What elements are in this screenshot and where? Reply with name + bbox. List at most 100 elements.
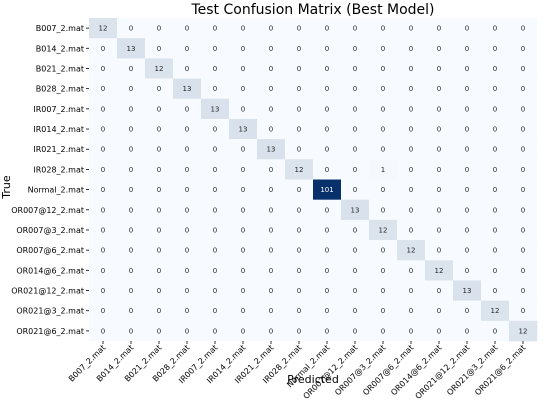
heatmap-cell <box>201 320 230 342</box>
cell-value-label: 0 <box>269 166 273 174</box>
heatmap-cell <box>397 98 426 120</box>
cell-value-label: 0 <box>465 186 469 194</box>
cell-value-label: 0 <box>185 267 189 275</box>
heatmap-cell <box>229 38 258 59</box>
cell-value-label: 0 <box>465 226 469 234</box>
cell-value-label: 0 <box>437 287 441 295</box>
heatmap-cell <box>453 139 482 160</box>
heatmap-cell <box>201 118 230 140</box>
cell-value-label: 0 <box>325 65 329 73</box>
cell-value-label: 0 <box>437 226 441 234</box>
cell-value-label: 0 <box>241 267 245 275</box>
heatmap-cell <box>285 280 314 301</box>
cell-value-label: 0 <box>353 166 357 174</box>
cell-value-label: 0 <box>409 85 413 93</box>
cell-value-label: 0 <box>297 45 301 53</box>
heatmap-cell <box>201 280 230 301</box>
heatmap-cell <box>425 118 454 140</box>
heatmap-cell <box>509 58 538 79</box>
heatmap-cell <box>201 98 230 120</box>
heatmap-cell <box>481 199 510 221</box>
cell-value-label: 0 <box>101 166 105 174</box>
cell-value-label: 0 <box>213 267 217 275</box>
y-axis-label: True <box>0 175 13 200</box>
heatmap-cell <box>481 38 510 59</box>
x-tick-label: OR021@6_2.mat <box>473 343 527 397</box>
heatmap-cell <box>481 159 510 180</box>
heatmap-cell <box>481 139 510 160</box>
cell-value-label: 0 <box>493 126 497 134</box>
cell-value-label: 0 <box>185 65 189 73</box>
cell-value-label: 0 <box>157 105 161 113</box>
cell-value-label: 0 <box>437 247 441 255</box>
cell-value-label: 0 <box>297 186 301 194</box>
cell-value-label: 0 <box>493 206 497 214</box>
cell-value-label: 0 <box>353 307 357 315</box>
heatmap-cell <box>313 320 342 342</box>
cell-value-label: 0 <box>325 45 329 53</box>
cell-value-label: 0 <box>241 226 245 234</box>
cell-value-label: 0 <box>297 126 301 134</box>
cell-value-label: 0 <box>297 327 301 335</box>
cell-value-label: 0 <box>521 45 525 53</box>
cell-value-label: 0 <box>465 267 469 275</box>
heatmap-cell <box>229 280 258 301</box>
heatmap-cell <box>397 219 426 241</box>
cell-value-label: 0 <box>325 267 329 275</box>
heatmap-cell <box>201 18 230 39</box>
heatmap-cell <box>117 240 146 261</box>
cell-value-label: 0 <box>129 307 133 315</box>
y-tick-label: IR014_2.mat <box>33 125 84 134</box>
x-tick-label: OR021@3_2.mat <box>445 343 499 397</box>
heatmap-cell <box>425 18 454 39</box>
heatmap-cell <box>397 58 426 79</box>
heatmap-cell <box>229 78 258 100</box>
cell-value-label: 0 <box>241 45 245 53</box>
heatmap-cell <box>89 219 118 241</box>
cell-value-label: 0 <box>185 146 189 154</box>
cell-value-label: 0 <box>185 45 189 53</box>
heatmap-cell <box>341 219 370 241</box>
heatmap-cell <box>89 179 118 200</box>
heatmap-cell <box>481 320 510 342</box>
heatmap-cell <box>285 38 314 59</box>
heatmap-cell <box>341 58 370 79</box>
cell-value-label: 0 <box>269 186 273 194</box>
heatmap-cell <box>285 78 314 100</box>
cell-value-label: 0 <box>409 206 413 214</box>
cell-value-label: 0 <box>269 45 273 53</box>
heatmap-cell <box>173 78 202 100</box>
heatmap-cell <box>313 179 342 200</box>
cell-value-label: 0 <box>381 287 385 295</box>
cell-value-label: 0 <box>101 186 105 194</box>
x-tick-labels: B007_2.matB014_2.matB021_2.matB028_2.mat… <box>67 341 527 401</box>
cell-value-label: 0 <box>437 307 441 315</box>
cell-value-label: 0 <box>437 126 441 134</box>
cell-value-label: 0 <box>381 126 385 134</box>
cell-value-label: 0 <box>241 65 245 73</box>
heatmap-cell <box>313 139 342 160</box>
cell-value-label: 0 <box>213 247 217 255</box>
heatmap-cell <box>229 300 258 322</box>
heatmap-cell <box>285 240 314 261</box>
cell-value-label: 0 <box>325 105 329 113</box>
cell-value-label: 0 <box>157 186 161 194</box>
heatmap-cell <box>369 98 398 120</box>
cell-value-label: 0 <box>493 146 497 154</box>
cell-value-label: 0 <box>269 226 273 234</box>
cell-value-label: 0 <box>129 65 133 73</box>
cell-value-label: 0 <box>465 65 469 73</box>
cell-value-label: 0 <box>437 65 441 73</box>
cell-value-label: 0 <box>297 105 301 113</box>
cell-value-label: 0 <box>521 85 525 93</box>
heatmap-cell <box>397 240 426 261</box>
cell-value-label: 0 <box>129 267 133 275</box>
heatmap-cell <box>89 98 118 120</box>
heatmap-cell <box>89 199 118 221</box>
heatmap-cell <box>397 260 426 281</box>
cell-value-label: 0 <box>493 105 497 113</box>
cell-value-label: 0 <box>465 206 469 214</box>
heatmap-cell <box>173 118 202 140</box>
cell-value-label: 0 <box>325 206 329 214</box>
cell-value-label: 0 <box>437 166 441 174</box>
